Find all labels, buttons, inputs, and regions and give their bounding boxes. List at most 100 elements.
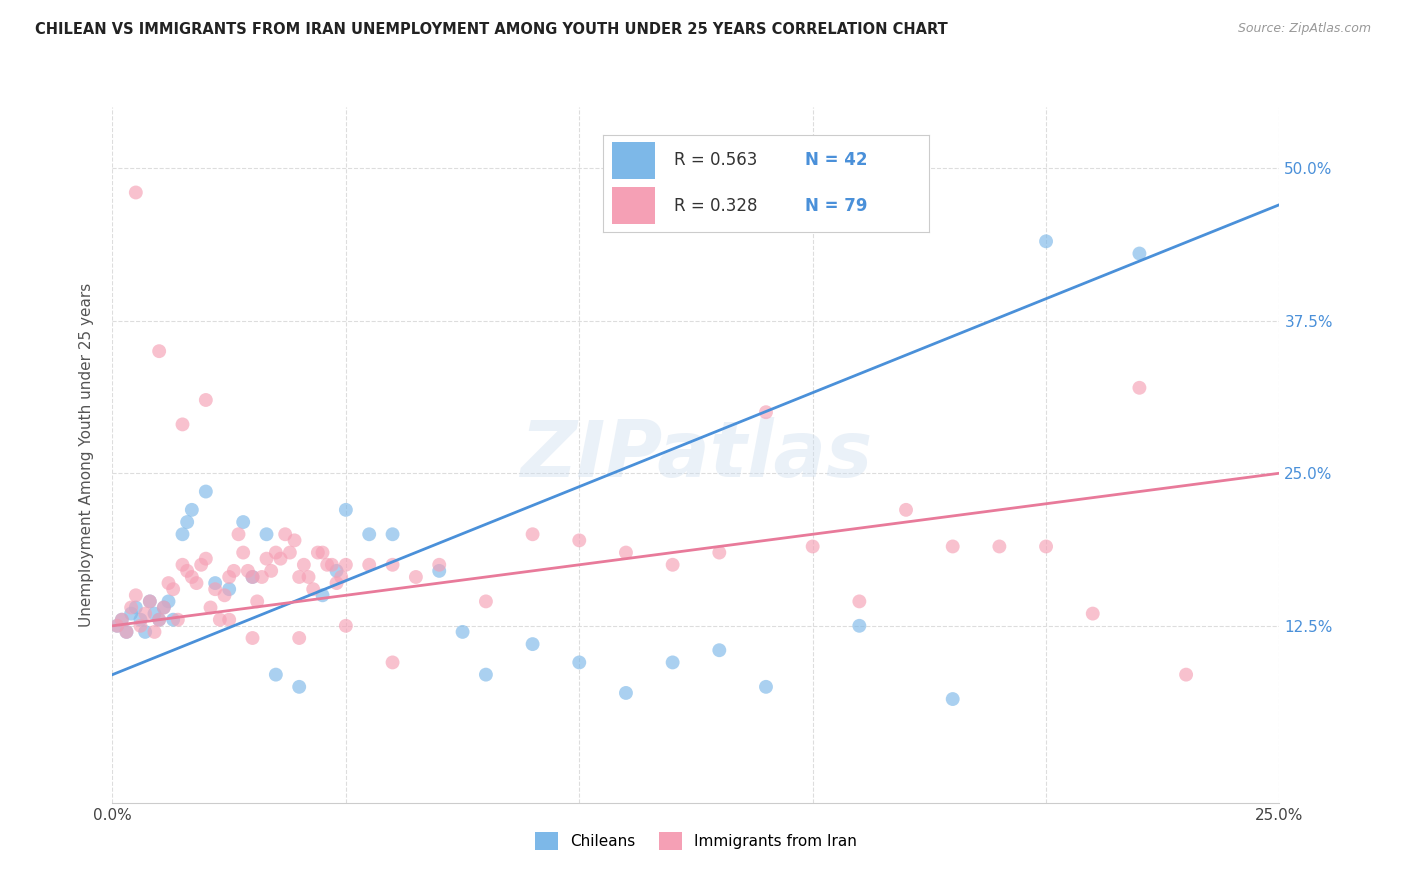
Point xyxy=(451,624,474,639)
Point xyxy=(942,540,965,554)
Text: CHILEAN VS IMMIGRANTS FROM IRAN UNEMPLOYMENT AMONG YOUTH UNDER 25 YEARS CORRELAT: CHILEAN VS IMMIGRANTS FROM IRAN UNEMPLOY… xyxy=(35,22,948,37)
Point xyxy=(1175,667,1198,681)
Point xyxy=(111,613,134,627)
Point xyxy=(316,558,339,572)
Point xyxy=(148,613,170,627)
Point xyxy=(139,594,162,608)
Point xyxy=(283,533,305,548)
Point xyxy=(274,527,297,541)
Point xyxy=(288,631,311,645)
Point xyxy=(264,545,287,559)
Point xyxy=(311,588,333,602)
Point xyxy=(242,570,264,584)
Point xyxy=(755,680,778,694)
Point xyxy=(325,576,347,591)
Point xyxy=(1128,381,1150,395)
Point xyxy=(115,624,138,639)
Point xyxy=(162,582,184,597)
Point xyxy=(709,545,731,559)
Point xyxy=(311,545,333,559)
Point xyxy=(236,564,259,578)
Point xyxy=(568,533,591,548)
Point xyxy=(125,186,148,200)
Point xyxy=(988,540,1011,554)
Point xyxy=(200,600,222,615)
Point xyxy=(307,545,329,559)
Point xyxy=(194,392,217,407)
Point xyxy=(614,545,637,559)
Text: ZIPatlas: ZIPatlas xyxy=(520,417,872,493)
Point xyxy=(270,551,292,566)
Point xyxy=(427,558,450,572)
Point xyxy=(801,540,824,554)
Point xyxy=(381,558,404,572)
Point xyxy=(325,564,347,578)
Point xyxy=(260,564,283,578)
Point xyxy=(120,600,142,615)
Point xyxy=(204,582,226,597)
Point xyxy=(190,558,212,572)
Point xyxy=(661,656,683,670)
Point xyxy=(335,619,357,633)
Point xyxy=(232,515,254,529)
Point xyxy=(180,570,202,584)
Point xyxy=(709,643,731,657)
Point xyxy=(264,667,287,681)
Point xyxy=(256,527,278,541)
Point xyxy=(153,600,176,615)
Point xyxy=(139,594,162,608)
Point xyxy=(166,613,188,627)
Point xyxy=(125,588,148,602)
Point xyxy=(172,558,194,572)
Point xyxy=(297,570,319,584)
Point xyxy=(848,594,870,608)
Point xyxy=(405,570,427,584)
Point xyxy=(335,503,357,517)
Point xyxy=(381,656,404,670)
Point xyxy=(1035,540,1057,554)
Point xyxy=(228,527,250,541)
Point xyxy=(148,613,170,627)
Point xyxy=(157,576,180,591)
Point xyxy=(321,558,343,572)
Point xyxy=(105,619,128,633)
Point xyxy=(218,570,240,584)
Point xyxy=(288,570,311,584)
Point xyxy=(214,588,236,602)
Point xyxy=(302,582,325,597)
Point xyxy=(359,558,381,572)
Point xyxy=(894,503,917,517)
Point xyxy=(242,631,264,645)
Point xyxy=(614,686,637,700)
Legend: Chileans, Immigrants from Iran: Chileans, Immigrants from Iran xyxy=(527,824,865,858)
Point xyxy=(176,564,198,578)
Point xyxy=(848,619,870,633)
Point xyxy=(942,692,965,706)
Point xyxy=(162,613,184,627)
Text: Source: ZipAtlas.com: Source: ZipAtlas.com xyxy=(1237,22,1371,36)
Point xyxy=(335,558,357,572)
Point xyxy=(250,570,273,584)
Point xyxy=(568,656,591,670)
Point xyxy=(1081,607,1104,621)
Point xyxy=(105,619,128,633)
Point xyxy=(218,582,240,597)
Point xyxy=(381,527,404,541)
Point xyxy=(427,564,450,578)
Point xyxy=(1128,246,1150,260)
Point xyxy=(755,405,778,419)
Point xyxy=(232,545,254,559)
Point xyxy=(115,624,138,639)
Point xyxy=(256,551,278,566)
Point xyxy=(111,613,134,627)
Point xyxy=(125,600,148,615)
Point xyxy=(246,594,269,608)
Point xyxy=(180,503,202,517)
Point xyxy=(172,417,194,432)
Point xyxy=(153,600,176,615)
Point xyxy=(330,570,353,584)
Point xyxy=(359,527,381,541)
Point xyxy=(194,551,217,566)
Point xyxy=(1035,235,1057,249)
Point xyxy=(143,624,166,639)
